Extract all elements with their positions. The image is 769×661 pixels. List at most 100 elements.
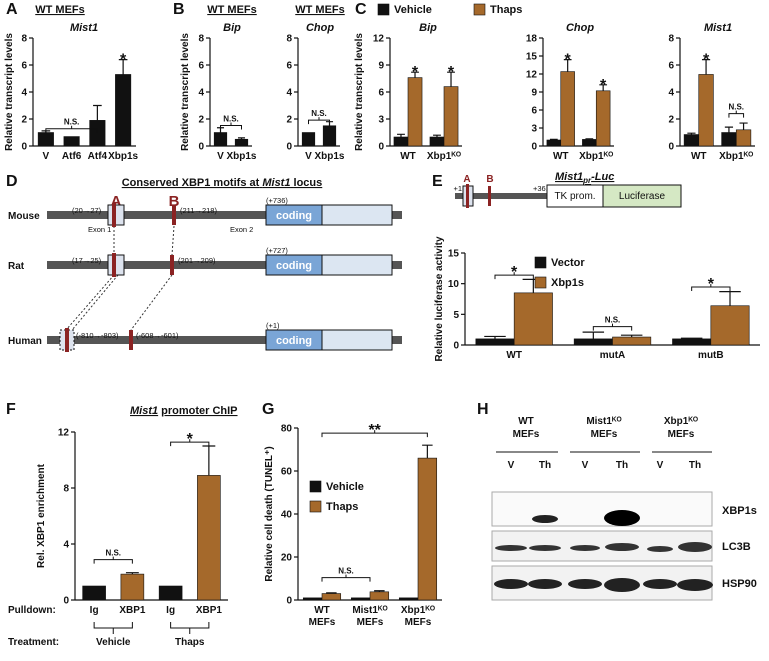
exon-label: Exon 1 (88, 225, 111, 234)
coding-label: coding (276, 335, 312, 347)
motif-a (466, 184, 469, 208)
blot-row-label: XBP1s (722, 505, 757, 517)
legend-swatch (309, 480, 322, 493)
sig-bracket (93, 556, 133, 564)
bar (573, 338, 613, 346)
y-tick-label: 0 (63, 596, 69, 607)
y-tick-label: 8 (286, 34, 292, 45)
y-tick-label: 2 (21, 115, 27, 126)
sig-label: * (511, 264, 518, 281)
sig-bracket (691, 284, 731, 292)
construct-title: Mist1pr-Luc (555, 171, 614, 185)
bar (683, 134, 700, 147)
title-gene: Mist1 (130, 405, 158, 417)
bar (197, 475, 221, 601)
bar-chart: Relative luciferase activity 0 5 10 15 WT mutA… (434, 236, 760, 362)
y-tick-label: 5 (453, 310, 459, 321)
sig-bracket (321, 430, 428, 438)
x-tick-label: Xbp1s (314, 151, 344, 162)
bar-chart: WT MEFs Mist1 Relative transcript levels 0 2… (4, 4, 139, 162)
group-label: Thaps (175, 637, 205, 648)
error-bar (549, 138, 558, 140)
utr-box (321, 254, 393, 276)
motif-coord: (201→209) (178, 256, 216, 265)
band (604, 510, 640, 526)
bar (612, 336, 652, 346)
lane-label: V (657, 460, 664, 471)
chart-subtitle: Chop (566, 22, 594, 34)
x-tick-label: Xbp1ᴷᴼ (579, 151, 613, 162)
legend-swatch (309, 500, 322, 513)
bar (443, 86, 459, 147)
x-tick-label: Xbp1s (108, 151, 138, 162)
y-tick-label: 60 (281, 467, 293, 478)
panel-label: B (173, 1, 185, 18)
y-tick-label: 2 (286, 115, 292, 126)
x-tick-label: Ig (166, 605, 175, 616)
error-bar (411, 71, 419, 78)
sig-label: N.S. (223, 114, 239, 123)
reporter-box (602, 184, 682, 208)
bar (513, 292, 553, 346)
bar (89, 120, 106, 147)
error-bar (701, 59, 711, 75)
bar (213, 132, 228, 147)
bar-chart: Mist1 promoter ChIP Rel. XBP1 enrichment 0 4… (8, 405, 238, 648)
group-bracket (170, 622, 210, 634)
sig-label: * (600, 77, 607, 94)
bar-chart: Bip Relative transcript levels 0 3 6 9 12 WT Xbp… (354, 3, 522, 162)
x-tick-label: MEFs (405, 617, 432, 628)
x-tick-label: WT (553, 151, 569, 162)
row-label: Pulldown: (8, 605, 56, 616)
species-label: Human (8, 336, 42, 347)
bar (234, 138, 249, 147)
x-tick-label: mutB (698, 350, 724, 361)
utr-box (321, 329, 393, 351)
y-tick-label: 15 (526, 52, 538, 63)
legend-swatch (473, 3, 486, 16)
x-tick-label: WT (506, 350, 522, 361)
band-row (495, 542, 712, 552)
motif-b (170, 255, 174, 275)
x-tick-label: Mist1ᴷᴼ (352, 605, 387, 616)
chart-subtitle: Mist1 (70, 22, 98, 34)
bar (710, 305, 750, 346)
error-bar (118, 59, 128, 75)
error-bar (582, 331, 605, 339)
promoter-label: TK prom. (554, 191, 595, 202)
x-tick-label: V (43, 151, 50, 162)
y-tick-label: 12 (526, 70, 538, 81)
chart-subtitle: Chop (306, 22, 334, 34)
y-tick-label: 8 (21, 34, 27, 45)
y-tick-label: 0 (286, 142, 292, 153)
bar (393, 136, 409, 147)
lane-label: V (582, 460, 589, 471)
motif-coord: (17→25) (72, 256, 102, 265)
error-bar (433, 134, 441, 137)
y-tick-label: 0 (378, 142, 384, 153)
bar (115, 74, 132, 147)
y-tick-label: 2 (668, 115, 674, 126)
y-axis-label: Relative luciferase activity (434, 236, 445, 362)
chart-title: WT MEFs (207, 4, 257, 16)
sig-label: N.S. (728, 103, 744, 112)
motif-label: A (463, 174, 470, 185)
x-tick-label: mutA (600, 350, 626, 361)
bar (698, 74, 714, 147)
sig-bracket (308, 117, 330, 125)
y-tick-label: 0 (453, 341, 459, 352)
x-tick-label: XBP1 (119, 605, 146, 616)
legend-swatch (377, 3, 390, 16)
connector (65, 225, 175, 331)
y-tick-label: 4 (21, 88, 27, 99)
legend-label: Thaps (490, 4, 522, 16)
motif-coord: (-608→-601) (136, 331, 179, 340)
bar (37, 132, 54, 147)
error-bar (422, 444, 433, 459)
bar (560, 71, 575, 147)
utr-box (321, 204, 393, 226)
western-blot: WT MEFs Mist1ᴷᴼ MEFs Xbp1ᴷᴼ MEFs V Th V … (491, 416, 757, 601)
y-axis-label: Relative cell death (TUNEL⁺) (264, 446, 275, 581)
y-tick-label: 9 (531, 88, 537, 99)
